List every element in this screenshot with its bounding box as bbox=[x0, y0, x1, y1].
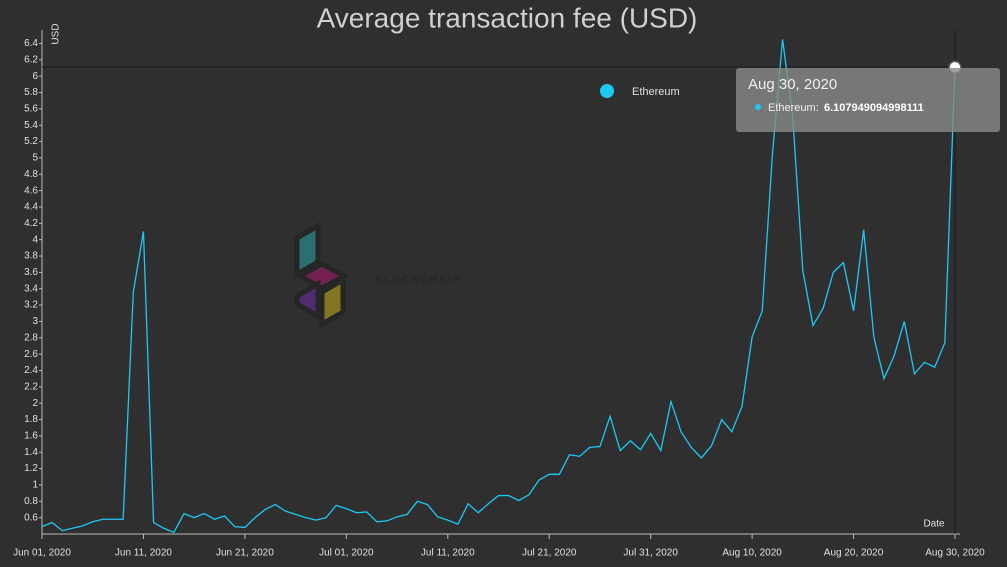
y-tick-label: 2.4 bbox=[24, 365, 38, 376]
y-tick-label: 5 bbox=[32, 153, 38, 164]
x-tick-label: Jun 11, 2020 bbox=[115, 548, 173, 559]
tooltip: Aug 30, 2020 Ethereum: 6.107949094998111 bbox=[736, 68, 1000, 132]
tooltip-box bbox=[736, 68, 1000, 132]
y-tick-label: 2.2 bbox=[24, 381, 38, 392]
logo-part bbox=[294, 279, 321, 321]
y-tick-label: 4.8 bbox=[24, 169, 38, 180]
y-tick-label: 3.8 bbox=[24, 251, 38, 262]
data-line bbox=[41, 39, 956, 534]
chart-title: Average transaction fee (USD) bbox=[317, 2, 698, 33]
x-tick-label: Jul 31, 2020 bbox=[623, 548, 678, 559]
logo-part bbox=[294, 221, 321, 279]
y-tick-label: 5.4 bbox=[24, 120, 38, 131]
y-tick-label: 1.6 bbox=[24, 431, 38, 442]
x-tick-label: Aug 30, 2020 bbox=[925, 548, 985, 559]
y-tick-label: 3.6 bbox=[24, 267, 38, 278]
y-axis-label: USD bbox=[51, 23, 62, 44]
y-tick-label: 0.8 bbox=[24, 496, 38, 507]
y-tick-label: 3.2 bbox=[24, 300, 38, 311]
x-tick-label: Jul 01, 2020 bbox=[319, 548, 374, 559]
tooltip-label: Ethereum: bbox=[768, 102, 819, 114]
tooltip-title: Aug 30, 2020 bbox=[748, 76, 837, 93]
y-tick-label: 1.8 bbox=[24, 414, 38, 425]
y-tick-label: 6.4 bbox=[24, 38, 38, 49]
y-tick-label: 4.2 bbox=[24, 218, 38, 229]
y-tick-label: 4 bbox=[32, 234, 38, 245]
logo-part bbox=[319, 275, 346, 329]
tooltip-dot bbox=[755, 104, 761, 110]
tooltip-value: 6.107949094998111 bbox=[824, 102, 924, 114]
y-tick-label: 4.4 bbox=[24, 202, 38, 213]
y-tick-label: 3.4 bbox=[24, 283, 38, 294]
y-tick-label: 6.2 bbox=[24, 54, 38, 65]
x-axis-label: Date bbox=[923, 519, 945, 530]
y-tick-label: 2.8 bbox=[24, 332, 38, 343]
watermark-text: BLOCKCHAIR bbox=[375, 275, 462, 286]
y-tick-label: 3 bbox=[32, 316, 38, 327]
y-tick-label: 0.6 bbox=[24, 512, 38, 523]
y-tick-label: 2.6 bbox=[24, 349, 38, 360]
x-tick-label: Jun 01, 2020 bbox=[13, 548, 71, 559]
y-tick-label: 6 bbox=[32, 71, 38, 82]
y-tick-label: 5.8 bbox=[24, 87, 38, 98]
y-tick-label: 2 bbox=[32, 398, 38, 409]
legend-label: Ethereum bbox=[632, 86, 680, 98]
y-tick-label: 1 bbox=[32, 480, 38, 491]
y-tick-label: 5.2 bbox=[24, 136, 38, 147]
legend: Ethereum bbox=[600, 84, 680, 98]
x-tick-label: Aug 10, 2020 bbox=[722, 548, 782, 559]
y-tick-label: 1.2 bbox=[24, 463, 38, 474]
legend-marker bbox=[600, 84, 614, 98]
x-tick-label: Jun 21, 2020 bbox=[216, 548, 274, 559]
y-tick-label: 5.6 bbox=[24, 104, 38, 115]
y-tick-label: 1.4 bbox=[24, 447, 38, 458]
x-tick-label: Jul 21, 2020 bbox=[522, 548, 577, 559]
x-tick-label: Jul 11, 2020 bbox=[421, 548, 475, 559]
watermark-logo bbox=[294, 221, 350, 329]
x-tick-label: Aug 20, 2020 bbox=[824, 548, 884, 559]
y-tick-label: 4.6 bbox=[24, 185, 38, 196]
